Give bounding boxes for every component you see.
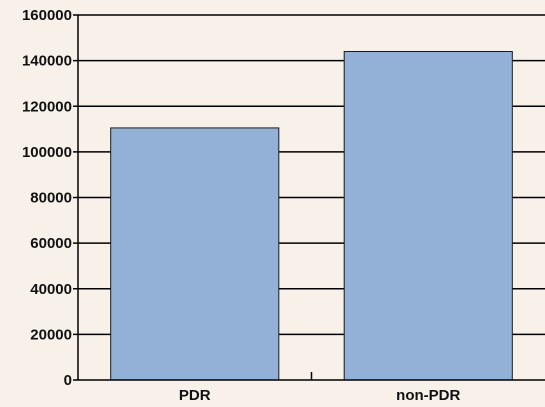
y-tick-label: 60000 — [30, 235, 72, 252]
bars — [110, 51, 513, 381]
y-axis-tick-labels: 0 20000 40000 60000 80000 100000 120000 140000 1… — [22, 7, 72, 389]
y-tick-label: 80000 — [30, 190, 72, 207]
y-tick-label: 0 — [64, 372, 72, 389]
y-tick-label: 20000 — [30, 326, 72, 343]
x-tick-label: non-PDR — [396, 387, 460, 404]
y-tick-label: 40000 — [30, 281, 72, 298]
axes — [73, 14, 545, 381]
x-tick-label: PDR — [179, 387, 211, 404]
bar-pdr — [110, 127, 280, 381]
y-tick-label: 140000 — [22, 53, 72, 70]
y-tick-label: 120000 — [22, 98, 72, 115]
x-axis-tick-labels: PDR non-PDR — [179, 387, 461, 404]
y-tick-label: 160000 — [22, 7, 72, 24]
y-tick-label: 100000 — [22, 144, 72, 161]
bar-non-pdr — [343, 51, 513, 381]
